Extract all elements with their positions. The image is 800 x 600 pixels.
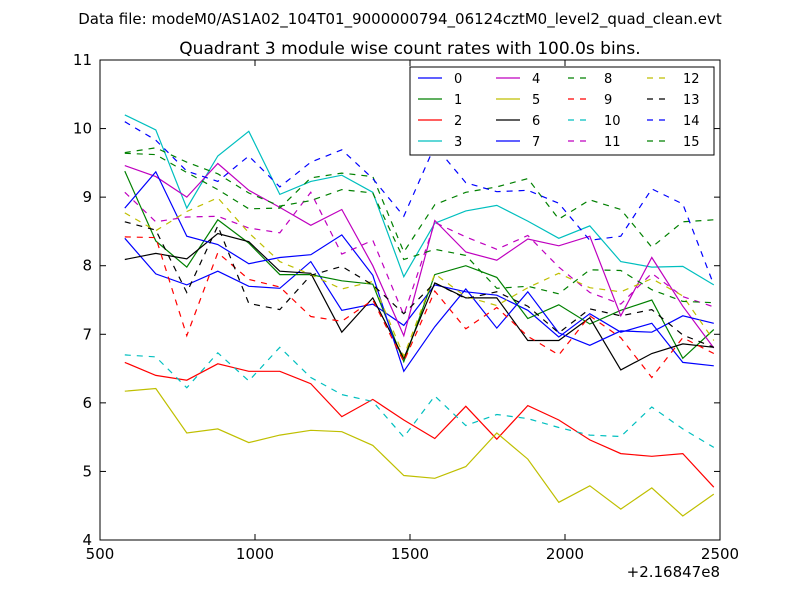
series-line-14 [124,121,715,286]
legend-label-14: 14 [683,114,700,129]
y-tick-label: 4 [82,531,92,549]
y-tick-label: 5 [82,462,92,480]
y-tick-label: 10 [73,120,92,138]
legend-label-2: 2 [454,114,462,129]
x-tick-label: 2500 [701,545,739,563]
legend-label-11: 11 [604,135,621,150]
y-tick-label: 7 [82,325,92,343]
legend-label-4: 4 [532,72,540,87]
series-line-5 [124,387,715,517]
chart-title: Quadrant 3 module wise count rates with … [179,39,640,59]
series-layer [124,114,715,517]
x-tick-label: 2000 [546,545,584,563]
x-tick-label: 500 [86,545,115,563]
series-line-12 [124,197,715,358]
x-tick-label: 1500 [391,545,429,563]
y-tick-label: 8 [82,257,92,275]
legend-label-9: 9 [604,93,612,108]
y-tick-label: 11 [73,51,92,69]
series-line-4 [124,162,715,349]
series-line-11 [124,191,714,317]
series-line-7 [124,170,714,373]
legend-label-13: 13 [683,93,700,108]
x-offset-label: +2.16847e8 [627,563,720,581]
x-axis: 500 1000 1500 2000 2500 [86,60,739,563]
series-line-3 [124,114,715,286]
legend-label-5: 5 [532,93,540,108]
legend-label-3: 3 [454,135,462,150]
legend-label-0: 0 [454,72,462,87]
series-line-0 [124,237,714,367]
legend-label-15: 15 [683,135,700,150]
series-line-9 [124,236,715,379]
series-line-6 [124,232,714,371]
y-tick-label: 9 [82,188,92,206]
series-line-8 [124,152,714,254]
suptitle: Data file: modeM0/AS1A02_104T01_90000007… [78,10,722,29]
series-line-10 [124,346,715,448]
series-line-1 [124,170,715,364]
legend-label-1: 1 [454,93,462,108]
legend-label-10: 10 [604,114,621,129]
legend-label-7: 7 [532,135,540,150]
x-tick-label: 1000 [236,545,274,563]
series-line-2 [124,361,715,488]
legend-label-8: 8 [604,72,612,87]
legend-label-6: 6 [532,114,540,129]
series-line-13 [124,221,715,348]
legend-label-12: 12 [683,72,700,87]
legend-frame [409,66,715,156]
y-tick-label: 6 [82,394,92,412]
